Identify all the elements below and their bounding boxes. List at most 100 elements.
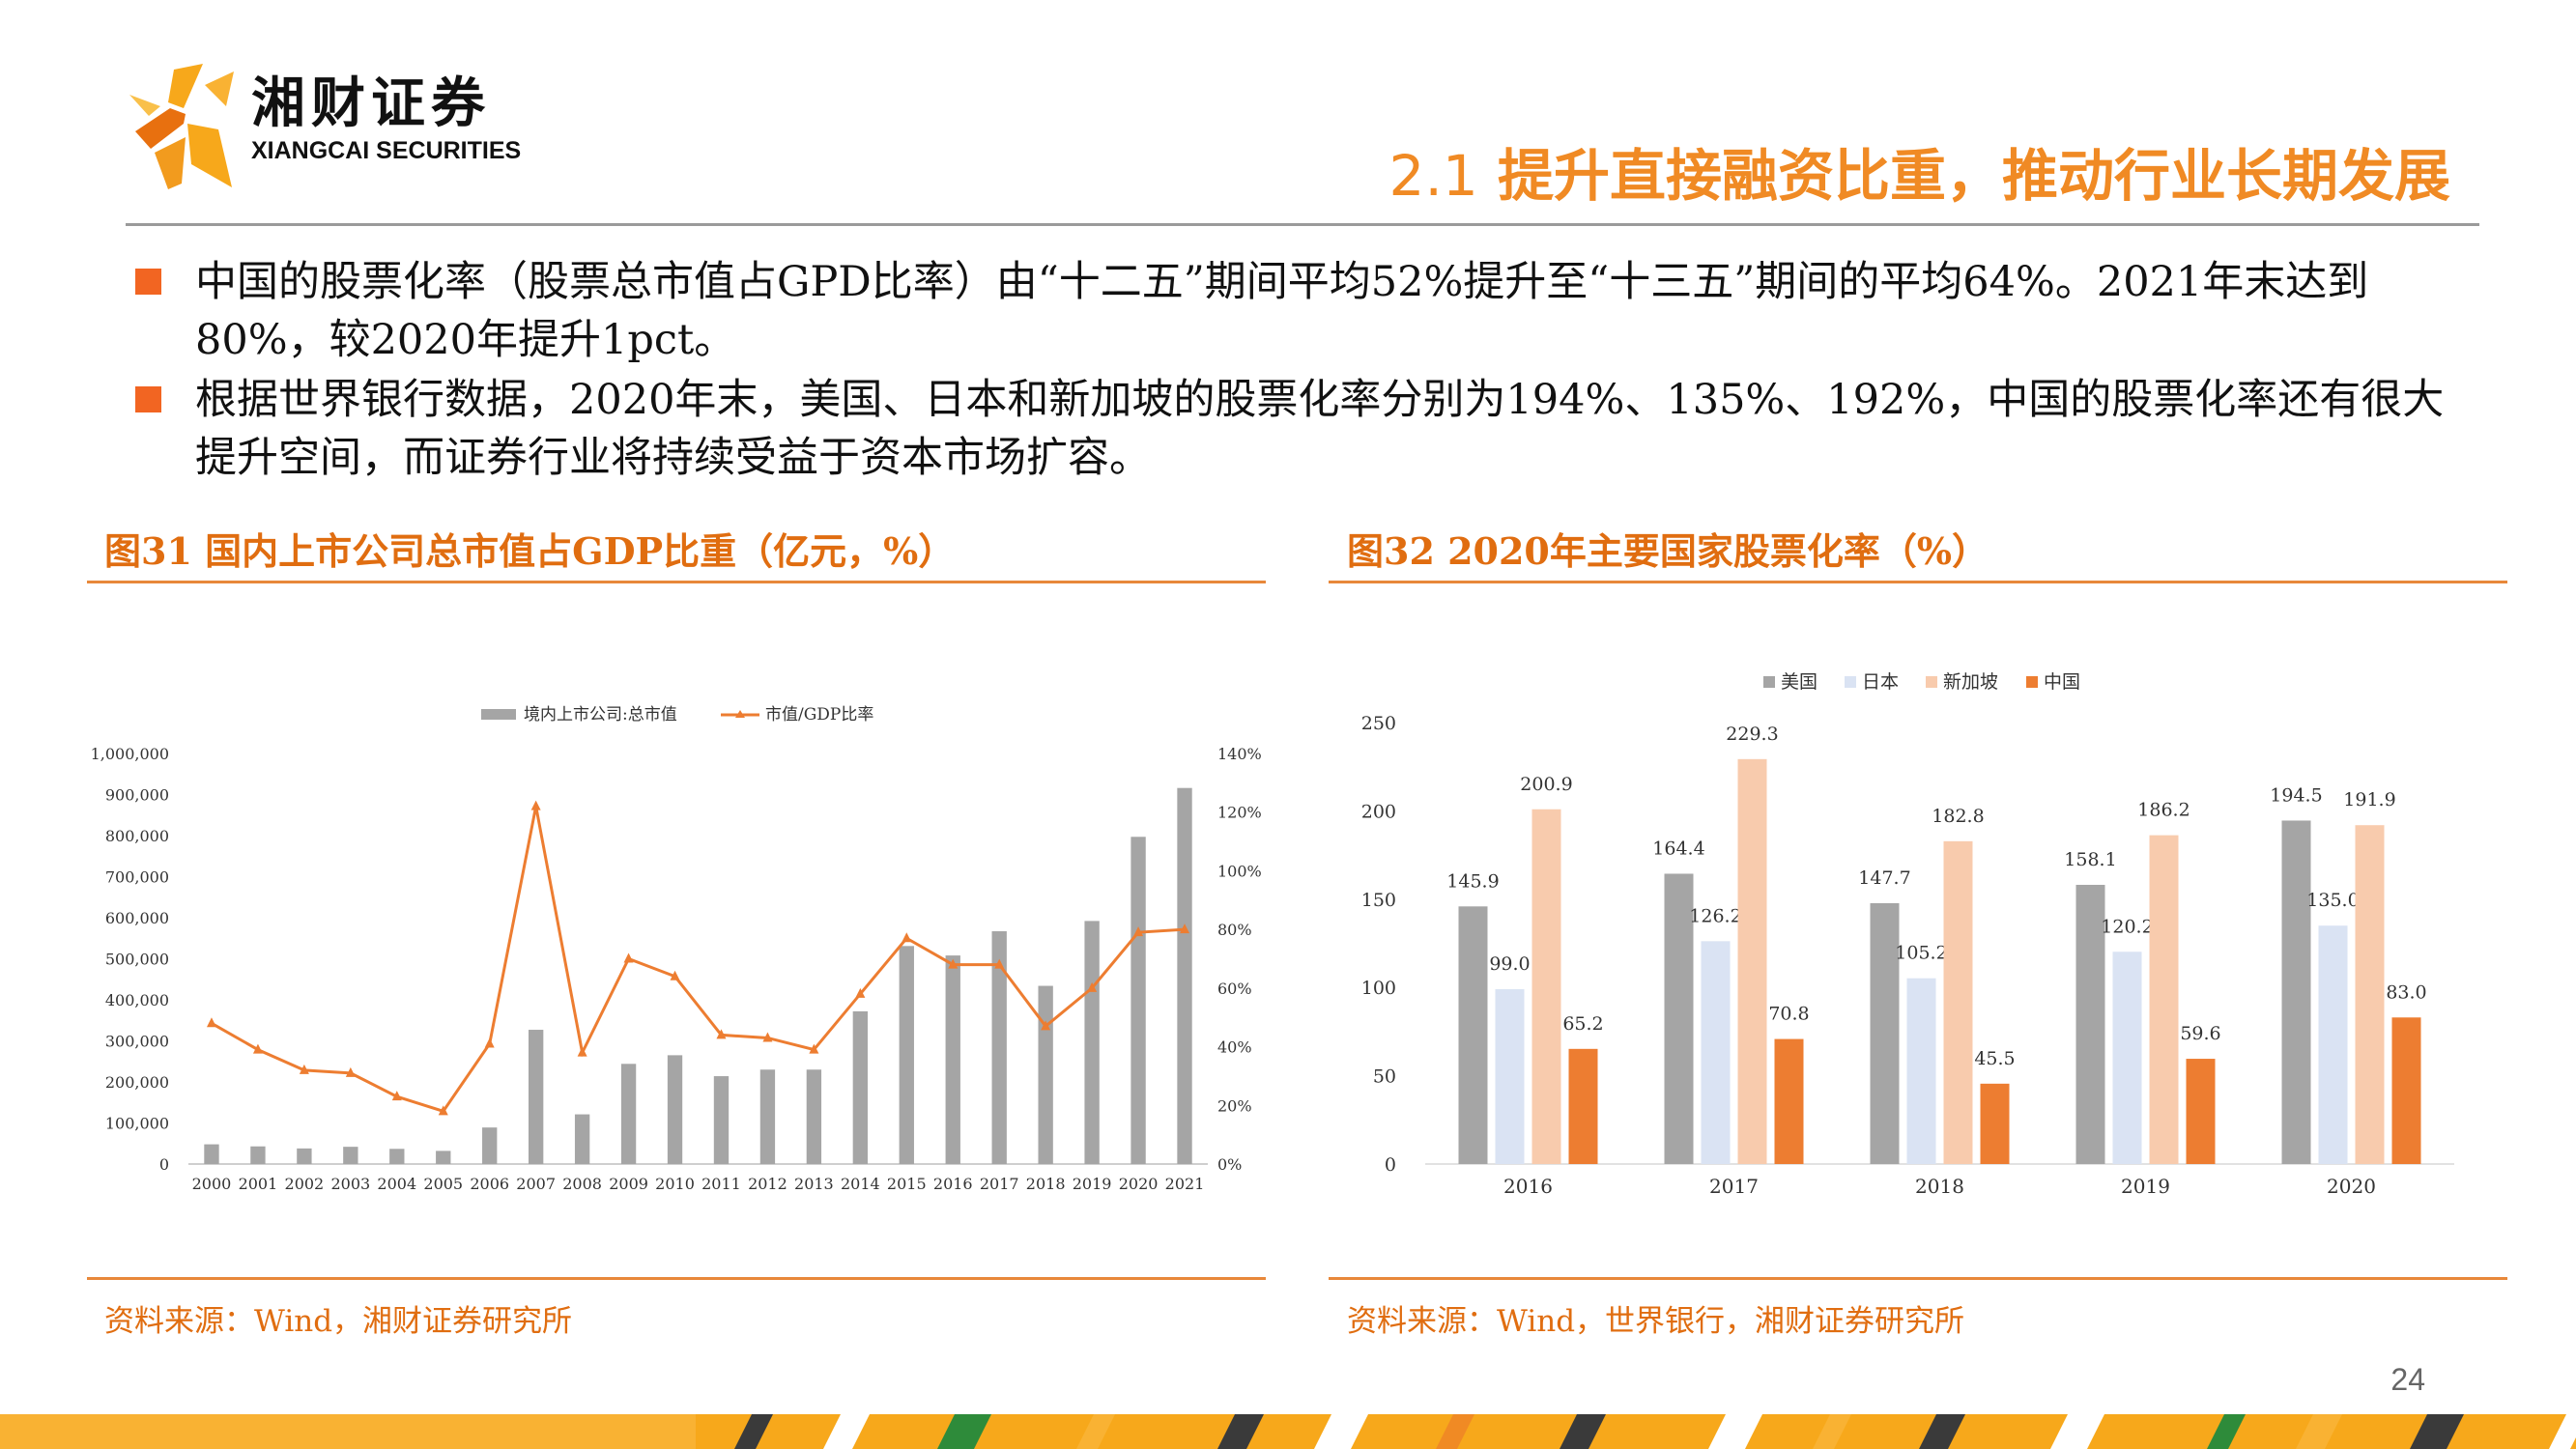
section-number: 2.1: [1388, 143, 1478, 209]
figure31-chart: 境内上市公司:总市值 市值/GDP比率 0 100,000 200,000 300,0…: [91, 705, 1262, 1193]
x-tick-label: 2003: [330, 1175, 370, 1193]
header-divider: [126, 223, 2479, 226]
footer-stripe: [1217, 1414, 1264, 1449]
x-tick-label: 2010: [655, 1175, 695, 1193]
data-label: 147.7: [1858, 867, 1910, 889]
x-tick-label: 2018: [1915, 1175, 1964, 1198]
y-left-tick-label: 500,000: [105, 951, 169, 969]
legend-triangle-marker: [735, 710, 745, 718]
page-number: 24: [2390, 1362, 2425, 1397]
y-right-tick-label: 80%: [1217, 921, 1252, 939]
bullet-text: 根据世界银行数据，2020年末，美国、日本和新加坡的股票化率分别为194%、13…: [195, 376, 2445, 482]
data-label: 158.1: [2064, 849, 2116, 870]
bar-usa: [1664, 873, 1694, 1164]
line-point-marker: [855, 987, 866, 998]
bar-china: [1980, 1083, 2010, 1164]
legend-swatch: [2026, 676, 2038, 688]
line-ratio-series: [211, 806, 1186, 1114]
bar-market-cap: [436, 1151, 451, 1164]
figure31-top-rule: [87, 581, 1266, 583]
bar-usa: [2075, 884, 2105, 1164]
line-point-marker: [299, 1064, 309, 1074]
x-tick-label: 2011: [701, 1175, 741, 1193]
data-label: 145.9: [1446, 870, 1499, 892]
x-tick-label: 2008: [562, 1175, 602, 1193]
bar-usa: [1870, 903, 1900, 1164]
legend-label: 中国: [2044, 671, 2080, 693]
bar-market-cap: [250, 1146, 266, 1164]
y-right-tick-label: 140%: [1217, 745, 1262, 763]
x-tick-label: 2009: [609, 1175, 648, 1193]
footer-stripe: [2296, 1414, 2342, 1449]
data-label: 186.2: [2137, 800, 2190, 821]
data-label: 65.2: [1562, 1013, 1603, 1035]
y-left-tick-label: 700,000: [105, 868, 169, 887]
bar-china: [2186, 1059, 2216, 1164]
x-tick-label: 2021: [1165, 1175, 1205, 1193]
figure32-top-rule: [1329, 581, 2507, 583]
line-point-marker: [438, 1105, 448, 1116]
data-label: 164.4: [1652, 838, 1704, 859]
x-tick-label: 2014: [841, 1175, 880, 1193]
footer-stripe: [1813, 1414, 1851, 1449]
x-tick-label: 2017: [980, 1175, 1019, 1193]
x-tick-label: 2012: [748, 1175, 787, 1193]
y-right-tick-label: 0%: [1217, 1155, 1242, 1174]
bar-singapore: [1737, 758, 1767, 1164]
figure31-title: 图31 国内上市公司总市值占GDP比重（亿元，%）: [104, 529, 956, 573]
data-label: 59.6: [2180, 1023, 2220, 1044]
legend-label: 日本: [1862, 671, 1899, 693]
data-label: 45.5: [1974, 1048, 2015, 1069]
line-point-marker: [1180, 923, 1190, 934]
line-point-marker: [1133, 926, 1144, 937]
x-tick-label: 2015: [887, 1175, 927, 1193]
footer-stripe: [1436, 1414, 1474, 1449]
y-left-tick-label: 800,000: [105, 827, 169, 845]
y-tick-label: 200: [1361, 801, 1396, 822]
bar-usa: [1458, 906, 1488, 1164]
figure31-bottom-rule: [87, 1277, 1266, 1280]
y-tick-label: 150: [1361, 890, 1396, 911]
line-point-marker: [391, 1091, 402, 1101]
x-tick-label: 2016: [933, 1175, 973, 1193]
bar-market-cap: [343, 1147, 358, 1164]
line-point-marker: [1041, 1020, 1051, 1031]
y-tick-label: 50: [1373, 1066, 1396, 1088]
company-logo: 湘财证券 XIANGCAI SECURITIES: [126, 60, 541, 195]
data-label: 70.8: [1768, 1004, 1809, 1025]
x-tick-label: 2019: [1073, 1175, 1112, 1193]
x-tick-label: 2017: [1709, 1175, 1759, 1198]
bar-market-cap: [852, 1010, 869, 1164]
y-right-tick-label: 20%: [1217, 1096, 1252, 1115]
bar-singapore: [1943, 840, 1973, 1164]
bar-market-cap: [713, 1076, 730, 1164]
data-label: 194.5: [2270, 784, 2322, 806]
line-point-marker: [948, 958, 959, 969]
footer-stripe: [1076, 1414, 1115, 1449]
y-right-tick-label: 100%: [1217, 862, 1262, 880]
bar-japan: [2318, 925, 2348, 1164]
bar-market-cap: [1131, 837, 1146, 1164]
bullet-item: 根据世界银行数据，2020年末，美国、日本和新加坡的股票化率分别为194%、13…: [135, 371, 2454, 489]
bar-market-cap: [1177, 787, 1192, 1164]
logo-chinese-name: 湘财证券: [251, 72, 491, 135]
bullet-item: 中国的股票化率（股票总市值占GPD比率）由“十二五”期间平均52%提升至“十三五…: [135, 253, 2454, 371]
logo-mark-icon: [129, 64, 234, 189]
data-label: 126.2: [1689, 905, 1741, 926]
bar-market-cap: [389, 1149, 405, 1164]
x-tick-label: 2000: [192, 1175, 232, 1193]
line-point-marker: [670, 970, 680, 980]
x-tick-label: 2006: [470, 1175, 509, 1193]
bullet-square-icon: [135, 269, 161, 295]
y-left-tick-label: 0: [159, 1155, 169, 1174]
legend-label: 市值/GDP比率: [765, 705, 873, 724]
bar-japan: [1495, 989, 1525, 1164]
x-tick-label: 2005: [423, 1175, 463, 1193]
footer-stripe: [1314, 1414, 1368, 1449]
section-title: 提升直接融资比重，推动行业长期发展: [1477, 143, 2450, 209]
x-tick-label: 2016: [1503, 1175, 1553, 1198]
data-label: 191.9: [2343, 789, 2395, 810]
x-tick-label: 2020: [1119, 1175, 1159, 1193]
line-point-marker: [902, 932, 912, 943]
x-tick-label: 2004: [377, 1175, 416, 1193]
